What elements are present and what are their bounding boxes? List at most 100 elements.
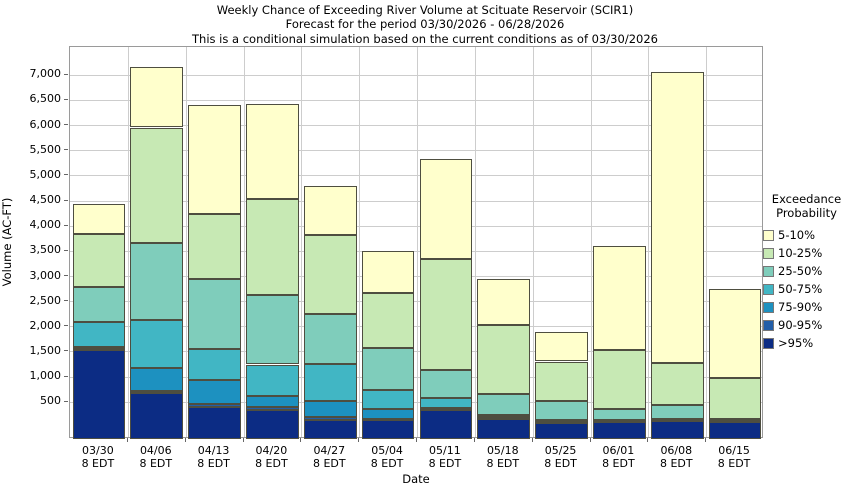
- bar-segment-03-30-50to75: [72, 321, 126, 348]
- y-axis-tick: [64, 275, 68, 276]
- bar-segment-04-06-25to50: [130, 243, 184, 320]
- y-axis-tick-label: 1,000: [29, 369, 62, 383]
- v-gridline: [648, 47, 650, 437]
- x-axis-tick-label: 05/18 8 EDT: [474, 444, 532, 470]
- x-tick-date: 04/20: [255, 444, 288, 457]
- bar-segment-04-20-75to90: [246, 396, 299, 408]
- x-tick-date: 04/27: [313, 444, 346, 457]
- legend-label: 10-25%: [778, 246, 823, 260]
- x-axis-tick-label: 06/08 8 EDT: [647, 444, 705, 470]
- y-axis-tick-label: 4,000: [29, 218, 62, 232]
- legend-items: 5-10% 10-25% 25-50% 50-75% 75-90% 90-95% >95%: [763, 226, 850, 352]
- bar-segment-05-25-50to75: [535, 420, 588, 423]
- x-axis-tick-label: 04/20 8 EDT: [242, 444, 300, 470]
- bar-segment-05-11-75to90: [419, 408, 473, 411]
- h-gridline: [70, 99, 762, 101]
- legend-item: 90-95%: [763, 316, 850, 334]
- y-axis-tick: [64, 73, 68, 75]
- v-gridline: [301, 47, 303, 437]
- x-tick-time: 8 EDT: [659, 457, 693, 470]
- y-axis-tick-label: 2,500: [29, 293, 62, 307]
- bar-segment-04-06-10to25: [130, 127, 184, 244]
- bar-segment-06-08-10to25: [650, 362, 704, 405]
- legend-label: 90-95%: [778, 318, 823, 332]
- x-axis-tick-label: 06/15 8 EDT: [705, 444, 763, 470]
- x-tick-date: 05/11: [429, 444, 461, 457]
- bar-segment-05-25-95: [535, 422, 588, 439]
- bar-segment-06-01-10to25: [593, 350, 646, 409]
- bar-segment-06-15-5to10: [708, 288, 762, 378]
- y-axis-tick-label: 6,000: [29, 117, 62, 131]
- legend: Exceedance Probability 5-10% 10-25% 25-50%…: [763, 192, 850, 352]
- x-tick-time: 8 EDT: [370, 457, 404, 470]
- bar-segment-05-25-25to50: [535, 400, 588, 421]
- legend-swatch-icon: [763, 301, 774, 313]
- y-axis-tick-label: 4,500: [29, 193, 62, 206]
- plot-area: [69, 46, 763, 439]
- h-gridline: [70, 276, 762, 277]
- bar-segment-04-13-5to10: [188, 104, 241, 214]
- bar-segment-04-27-75to90: [303, 401, 357, 417]
- x-tick-time: 8 EDT: [428, 457, 462, 470]
- x-axis-tick: [184, 438, 186, 442]
- bar-segment-03-30-25to50: [72, 287, 126, 322]
- bar-segment-06-15-95: [708, 421, 762, 439]
- bar-segment-03-30-75to90: [72, 347, 126, 350]
- y-axis-tick: [64, 350, 68, 352]
- bar-segment-04-20-95: [246, 410, 299, 439]
- x-tick-date: 05/18: [486, 444, 519, 457]
- h-gridline: [70, 74, 762, 76]
- h-gridline: [70, 200, 762, 202]
- bar-segment-04-27-25to50: [303, 314, 357, 364]
- x-tick-time: 8 EDT: [312, 457, 346, 470]
- bar-segment-04-20-50to75: [246, 364, 299, 397]
- x-axis-tick: [647, 438, 649, 442]
- bar-segment-06-15-25to50: [708, 419, 762, 422]
- bar-segment-04-06-5to10: [130, 67, 184, 128]
- legend-item: 75-90%: [763, 298, 850, 316]
- bar-segment-06-08-5to10: [650, 72, 704, 363]
- h-gridline: [70, 125, 762, 126]
- legend-item: 10-25%: [763, 244, 850, 262]
- legend-label: >95%: [778, 336, 814, 350]
- legend-swatch-icon: [763, 283, 774, 295]
- x-tick-date: 05/25: [544, 444, 577, 457]
- y-axis-tick-label: 5,500: [29, 142, 62, 156]
- bar-segment-03-30-5to10: [72, 204, 126, 235]
- x-axis-tick: [242, 438, 244, 442]
- y-axis-tick-label: 3,000: [29, 268, 62, 282]
- y-axis-tick: [64, 325, 68, 327]
- x-tick-date: 06/15: [718, 444, 750, 457]
- bar-segment-05-11-25to50: [419, 369, 473, 398]
- bar-segment-05-04-90to95: [361, 418, 415, 421]
- bar-segment-05-25-5to10: [535, 331, 588, 362]
- bar-segment-06-08-95: [650, 420, 704, 439]
- y-axis-tick: [64, 149, 68, 151]
- bar-segment-04-13-90to95: [188, 403, 241, 408]
- x-axis-tick: [589, 438, 591, 442]
- legend-label: 75-90%: [778, 300, 823, 314]
- chart-title-line-2: Forecast for the period 03/30/2026 - 06/…: [285, 17, 565, 32]
- legend-label: 50-75%: [778, 282, 823, 296]
- bar-segment-05-18-75to90: [477, 416, 531, 419]
- bar-segment-05-04-5to10: [361, 251, 415, 294]
- v-gridline: [417, 47, 418, 437]
- legend-swatch-icon: [763, 319, 774, 331]
- y-axis-tick: [64, 199, 68, 201]
- x-axis-tick: [531, 438, 533, 442]
- bar-segment-05-18-5to10: [477, 278, 531, 325]
- x-axis-tick: [473, 438, 475, 442]
- bar-segment-04-06-75to90: [130, 368, 184, 391]
- bar-segment-04-27-10to25: [303, 234, 357, 315]
- legend-item: >95%: [763, 334, 850, 352]
- x-tick-date: 04/13: [197, 444, 230, 457]
- legend-title-line-1: Exceedance: [771, 192, 842, 206]
- x-axis-tick-label: 04/13 8 EDT: [185, 444, 243, 470]
- bar-segment-05-11-10to25: [419, 258, 473, 370]
- y-axis-tick-label: 3,500: [29, 243, 62, 257]
- y-axis-title: Volume (AC-FT): [0, 197, 14, 287]
- y-axis-tick-label: 5,000: [29, 167, 62, 181]
- x-axis-tick-label: 05/25 8 EDT: [532, 444, 590, 470]
- bar-segment-06-01-5to10: [593, 246, 646, 351]
